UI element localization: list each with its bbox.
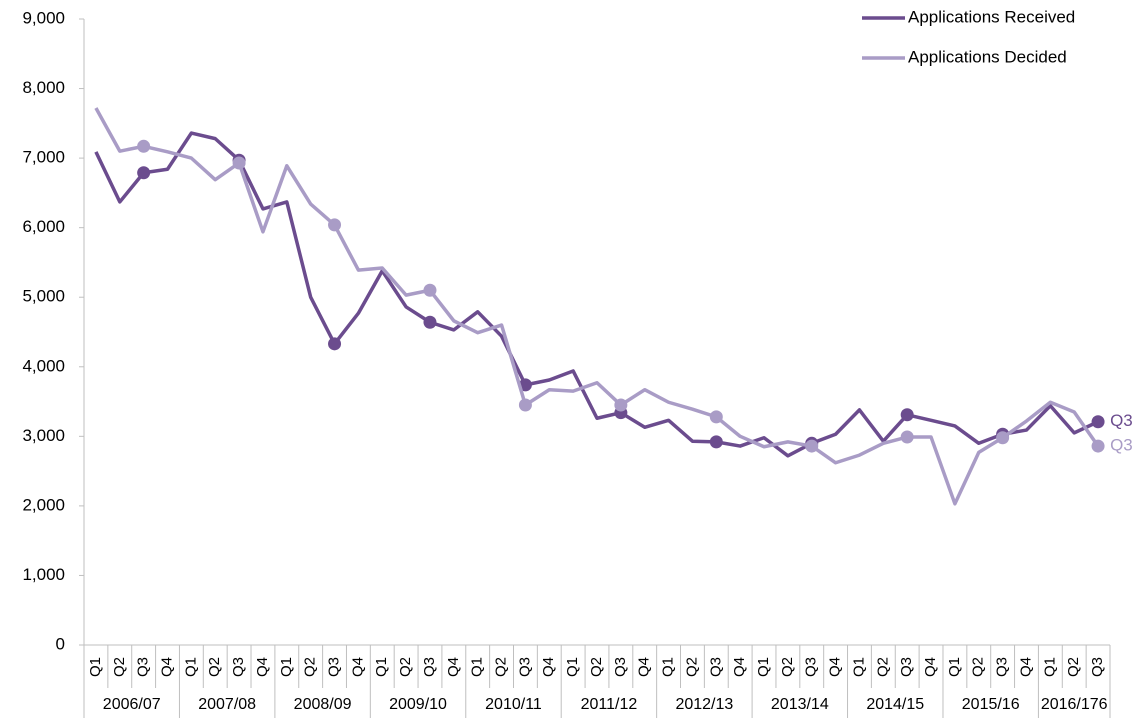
x-tick-label: Q4	[731, 657, 748, 677]
y-tick-label: 6,000	[22, 217, 65, 236]
x-tick-label: Q1	[946, 657, 963, 677]
series-marker	[328, 218, 342, 232]
x-tick-label: Q2	[397, 657, 414, 677]
x-tick-label: Q1	[182, 657, 199, 677]
x-tick-label: Q4	[445, 657, 462, 677]
x-tick-label: Q3	[994, 657, 1011, 677]
group-label: 2007/08	[198, 696, 256, 713]
x-tick-label: Q2	[588, 657, 605, 677]
x-tick-label: Q2	[493, 657, 510, 677]
x-tick-label: Q2	[874, 657, 891, 677]
group-label: 2006/07	[103, 696, 161, 713]
x-tick-label: Q2	[302, 657, 319, 677]
group-label: 2011/12	[581, 696, 638, 713]
x-tick-label: Q4	[254, 657, 271, 677]
series-marker	[1091, 439, 1105, 453]
x-tick-label: Q2	[683, 657, 700, 677]
x-tick-label: Q4	[349, 657, 366, 677]
x-tick-label: Q3	[1089, 657, 1106, 677]
series-line	[94, 131, 1099, 458]
x-tick-label: Q4	[158, 657, 175, 677]
x-tick-label: Q1	[564, 657, 581, 677]
series-marker	[900, 408, 914, 422]
y-tick-label: 0	[56, 634, 65, 653]
y-tick-label: 2,000	[22, 495, 65, 514]
group-label: 2013/14	[771, 696, 829, 713]
series-marker	[709, 410, 723, 424]
x-tick-label: Q1	[1041, 657, 1058, 677]
series-marker	[1091, 415, 1105, 429]
y-tick-label: 5,000	[22, 287, 65, 306]
series-marker	[805, 439, 819, 453]
x-tick-label: Q1	[278, 657, 295, 677]
x-tick-label: Q3	[803, 657, 820, 677]
x-tick-label: Q2	[1065, 657, 1082, 677]
group-label: 2015/16	[962, 696, 1020, 713]
series-marker	[423, 315, 437, 329]
x-tick-label: Q4	[1017, 657, 1034, 677]
series-marker	[518, 398, 532, 412]
series-marker	[900, 430, 914, 444]
y-tick-label: 8,000	[22, 78, 65, 97]
series-marker	[423, 283, 437, 297]
x-tick-label: Q4	[636, 657, 653, 677]
series-line	[94, 107, 1100, 506]
series-marker	[232, 156, 246, 170]
x-tick-label: Q3	[326, 657, 343, 677]
group-label: 2014/15	[866, 696, 924, 713]
x-tick-label: Q2	[206, 657, 223, 677]
group-label: 2010/11	[485, 696, 542, 713]
series-marker	[709, 435, 723, 449]
x-tick-label: Q4	[922, 657, 939, 677]
x-tick-label: Q1	[660, 657, 677, 677]
x-tick-label: Q1	[469, 657, 486, 677]
group-label: 2016/176	[1041, 696, 1108, 713]
x-tick-label: Q3	[898, 657, 915, 677]
x-tick-label: Q3	[135, 657, 152, 677]
x-tick-label: Q3	[707, 657, 724, 677]
x-tick-label: Q1	[373, 657, 390, 677]
series-marker	[137, 139, 151, 153]
group-label: 2009/10	[389, 696, 447, 713]
x-tick-label: Q1	[755, 657, 772, 677]
legend-label: Applications Received	[908, 7, 1075, 26]
y-tick-label: 9,000	[22, 8, 65, 27]
x-tick-label: Q3	[612, 657, 629, 677]
end-label: Q3	[1110, 436, 1133, 455]
end-label: Q3	[1110, 411, 1133, 430]
x-tick-label: Q3	[230, 657, 247, 677]
x-tick-label: Q1	[87, 657, 104, 677]
x-tick-label: Q4	[827, 657, 844, 677]
group-label: 2012/13	[675, 696, 733, 713]
series-marker	[614, 398, 628, 412]
x-tick-label: Q1	[850, 657, 867, 677]
series-marker	[996, 431, 1010, 445]
legend-label: Applications Decided	[908, 47, 1067, 66]
y-tick-label: 1,000	[22, 565, 65, 584]
y-tick-label: 7,000	[22, 148, 65, 167]
x-tick-label: Q2	[779, 657, 796, 677]
y-tick-label: 4,000	[22, 356, 65, 375]
series-marker	[328, 337, 342, 351]
series-marker	[137, 166, 151, 180]
x-tick-label: Q2	[111, 657, 128, 677]
group-label: 2008/09	[294, 696, 352, 713]
y-tick-label: 3,000	[22, 426, 65, 445]
x-tick-label: Q3	[421, 657, 438, 677]
x-tick-label: Q4	[540, 657, 557, 677]
x-tick-label: Q3	[516, 657, 533, 677]
x-tick-label: Q2	[970, 657, 987, 677]
